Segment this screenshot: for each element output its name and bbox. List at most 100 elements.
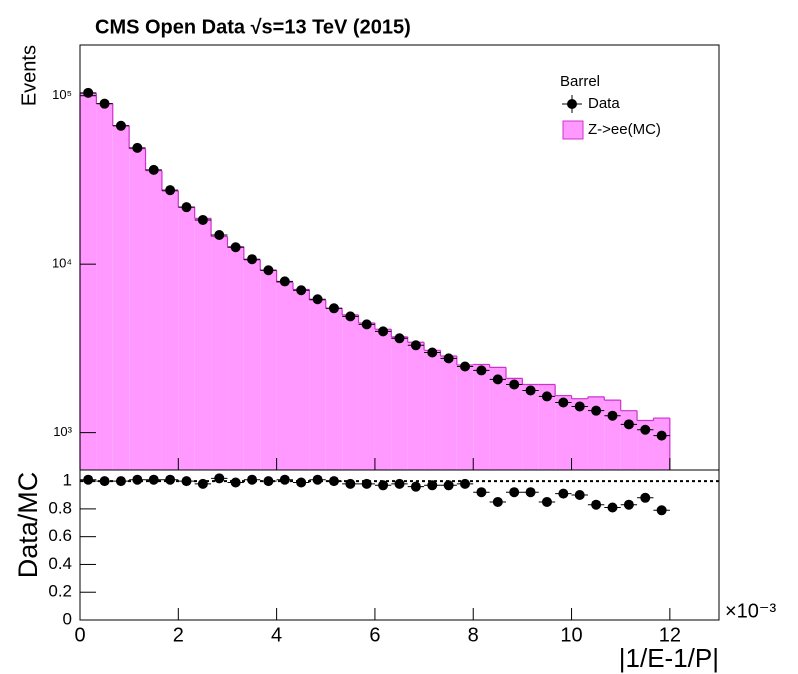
data-point xyxy=(574,490,585,500)
histogram-bar xyxy=(538,384,556,470)
data-point xyxy=(230,477,241,488)
data-point xyxy=(410,340,421,351)
histogram-bar xyxy=(342,314,359,470)
data-point xyxy=(230,242,241,253)
data-point xyxy=(541,496,552,507)
y-tick-label: 0.6 xyxy=(48,526,72,545)
data-point xyxy=(541,391,552,402)
data-point xyxy=(296,477,307,488)
data-point xyxy=(328,303,339,314)
data-point xyxy=(328,476,339,487)
data-point xyxy=(83,87,94,98)
histogram-bar xyxy=(653,418,670,470)
data-point xyxy=(197,214,208,225)
y-tick-label: 10⁵ xyxy=(52,87,72,102)
data-point xyxy=(197,478,208,489)
histogram-bar xyxy=(489,367,507,470)
data-point xyxy=(148,474,159,485)
y-tick-label: 0.8 xyxy=(48,498,72,517)
y-tick-label: 0.2 xyxy=(48,582,72,601)
histogram-bar xyxy=(637,420,654,470)
data-point xyxy=(214,229,225,240)
data-point xyxy=(296,285,307,296)
x-tick-label: 6 xyxy=(369,624,380,646)
y-tick-label: 0.4 xyxy=(48,554,72,573)
x-tick-label: 4 xyxy=(271,624,282,646)
data-point xyxy=(361,478,372,489)
data-point xyxy=(525,385,536,396)
data-point xyxy=(345,478,356,489)
data-point xyxy=(443,353,454,364)
data-point xyxy=(312,294,323,305)
x-tick-label: 0 xyxy=(74,624,85,646)
legend-label: Data xyxy=(588,95,620,112)
histogram-bar xyxy=(80,93,97,471)
y-tick-label: 1 xyxy=(63,471,72,490)
x-tick-label: 8 xyxy=(468,624,479,646)
histogram-bar xyxy=(522,384,539,470)
data-point xyxy=(558,488,569,499)
chart-title: CMS Open Data √s=13 TeV (2015) xyxy=(95,16,411,38)
data-point xyxy=(361,319,372,330)
data-point xyxy=(83,474,94,485)
data-point xyxy=(99,98,110,109)
data-point xyxy=(607,502,618,513)
data-point xyxy=(115,120,126,131)
data-point xyxy=(558,397,569,408)
data-point xyxy=(378,480,389,491)
data-point xyxy=(476,487,487,498)
data-point xyxy=(181,202,192,213)
data-point xyxy=(132,142,143,153)
histogram-bar xyxy=(506,378,523,470)
histogram-bar xyxy=(145,170,162,471)
data-point xyxy=(509,379,520,390)
histogram-bar xyxy=(309,299,326,470)
histogram-bar xyxy=(292,289,310,470)
data-point xyxy=(247,254,258,265)
histogram-bar xyxy=(440,356,457,470)
histogram-bar xyxy=(129,148,146,470)
legend-label: Z->ee(MC) xyxy=(588,121,661,138)
y-tick-label: 10³ xyxy=(53,424,72,439)
histogram-bar xyxy=(194,218,212,470)
data-point xyxy=(640,424,651,435)
histogram-bar xyxy=(555,395,572,470)
histogram-bar xyxy=(325,308,343,470)
histogram-bar xyxy=(374,329,392,470)
y-tick-label: 10⁴ xyxy=(52,256,72,271)
data-point xyxy=(165,474,176,485)
data-point xyxy=(492,496,503,507)
plot-frame xyxy=(79,469,720,621)
data-point xyxy=(509,487,520,498)
histogram-bar xyxy=(391,336,408,470)
histogram-bar xyxy=(571,398,588,470)
data-point xyxy=(115,476,126,487)
data-point xyxy=(591,405,602,416)
data-point xyxy=(132,474,143,485)
histogram-bar xyxy=(178,207,195,470)
histogram-bar xyxy=(456,365,474,470)
data-point xyxy=(591,499,602,510)
histogram-bar xyxy=(211,236,228,470)
data-point xyxy=(623,419,634,430)
data-point xyxy=(345,311,356,322)
data-point xyxy=(525,487,536,498)
data-point xyxy=(443,480,454,491)
histogram-bar xyxy=(260,270,277,470)
data-point xyxy=(640,492,651,503)
data-point xyxy=(181,476,192,487)
y-axis-label: Data/MC xyxy=(13,472,43,579)
data-point xyxy=(263,476,274,487)
x-tick-label: 10 xyxy=(560,624,582,646)
histogram-bar xyxy=(407,342,425,470)
x-axis-label: |1/E-1/P| xyxy=(619,643,719,673)
data-point xyxy=(148,164,159,175)
data-point xyxy=(378,326,389,337)
x-axis-multiplier: ×10⁻³ xyxy=(725,600,776,622)
histogram-bar xyxy=(604,400,621,470)
histogram-bar xyxy=(161,190,179,470)
data-point xyxy=(476,365,487,376)
data-point xyxy=(263,265,274,276)
